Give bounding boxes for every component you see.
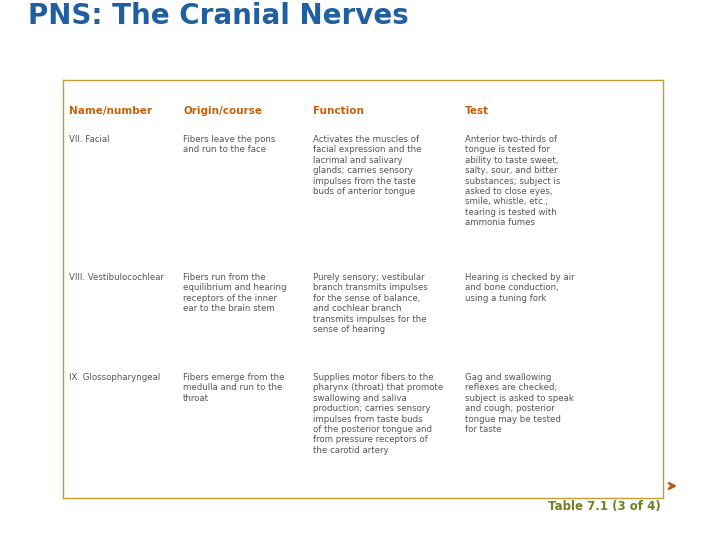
Text: Table 7.1 (3 of 4): Table 7.1 (3 of 4) (548, 500, 661, 513)
Text: Gag and swallowing
reflexes are checked;
subject is asked to speak
and cough; po: Gag and swallowing reflexes are checked;… (465, 373, 574, 434)
Text: Fibers emerge from the
medulla and run to the
throat: Fibers emerge from the medulla and run t… (183, 373, 284, 403)
Text: VII. Facial: VII. Facial (69, 135, 109, 144)
Text: Test: Test (465, 106, 489, 116)
Text: Purely sensory; vestibular
branch transmits impulses
for the sense of balance,
a: Purely sensory; vestibular branch transm… (313, 273, 428, 334)
Text: PNS: The Cranial Nerves: PNS: The Cranial Nerves (28, 2, 409, 30)
Text: Origin/course: Origin/course (183, 106, 262, 116)
Text: Supplies motor fibers to the
pharynx (throat) that promote
swallowing and saliva: Supplies motor fibers to the pharynx (th… (313, 373, 444, 455)
Text: Hearing is checked by air
and bone conduction,
using a tuning fork: Hearing is checked by air and bone condu… (465, 273, 575, 303)
Text: Fibers leave the pons
and run to the face: Fibers leave the pons and run to the fac… (183, 135, 275, 154)
Text: Copyright © 2009 Pearson Education Inc.   published as Benjamin Cummings: Copyright © 2009 Pearson Education Inc. … (212, 519, 508, 529)
Text: IX. Glossopharyngeal: IX. Glossopharyngeal (69, 373, 161, 382)
Text: Anterior two-thirds of
tongue is tested for
ability to taste sweet,
salty, sour,: Anterior two-thirds of tongue is tested … (465, 135, 560, 227)
Text: Fibers run from the
equilibrium and hearing
receptors of the inner
ear to the br: Fibers run from the equilibrium and hear… (183, 273, 287, 313)
Text: The Cranial Nerves (continued): The Cranial Nerves (continued) (188, 84, 361, 93)
Text: TABLE  7.1: TABLE 7.1 (89, 84, 152, 93)
Text: VIII. Vestibulocochlear: VIII. Vestibulocochlear (69, 273, 164, 282)
Text: Function: Function (313, 106, 364, 116)
Text: Activates the muscles of
facial expression and the
lacrimal and salivary
glands;: Activates the muscles of facial expressi… (313, 135, 421, 196)
Text: Name/number: Name/number (69, 106, 152, 116)
